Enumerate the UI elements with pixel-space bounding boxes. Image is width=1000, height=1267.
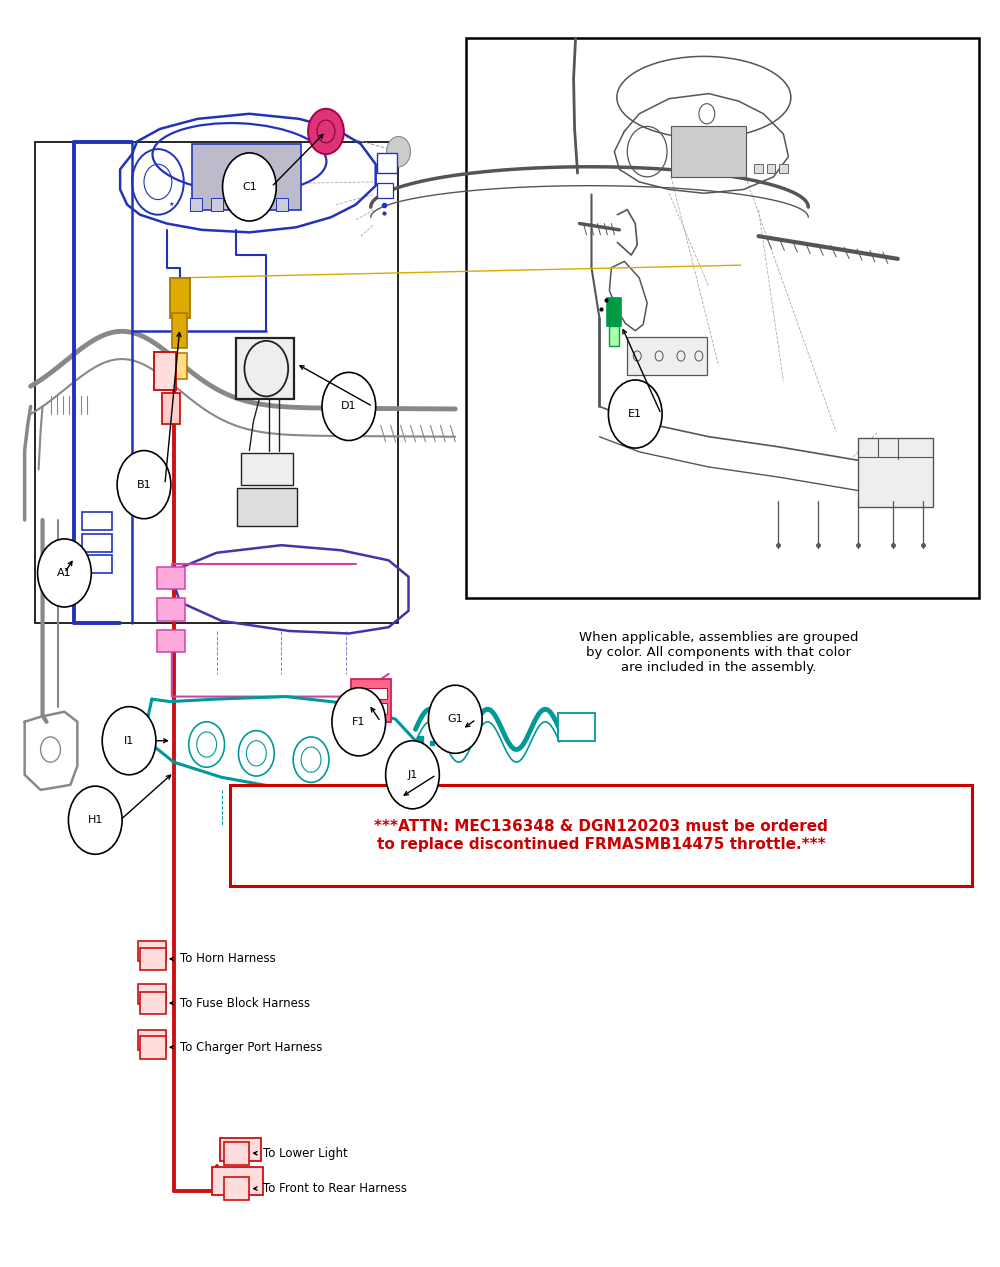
FancyBboxPatch shape — [858, 438, 933, 507]
Text: B1: B1 — [137, 480, 151, 489]
FancyBboxPatch shape — [607, 298, 621, 326]
Text: G1: G1 — [447, 715, 463, 725]
FancyBboxPatch shape — [157, 566, 185, 589]
Circle shape — [322, 372, 376, 441]
FancyBboxPatch shape — [230, 784, 972, 886]
FancyBboxPatch shape — [609, 326, 619, 346]
FancyBboxPatch shape — [211, 199, 223, 210]
Circle shape — [223, 153, 276, 220]
FancyBboxPatch shape — [140, 1036, 166, 1059]
FancyBboxPatch shape — [82, 512, 112, 530]
FancyBboxPatch shape — [241, 454, 293, 485]
Text: To Lower Light: To Lower Light — [263, 1147, 348, 1159]
FancyBboxPatch shape — [212, 1167, 263, 1195]
Circle shape — [117, 451, 171, 518]
Circle shape — [38, 538, 91, 607]
FancyBboxPatch shape — [157, 630, 185, 653]
Text: To Horn Harness: To Horn Harness — [180, 953, 276, 965]
FancyBboxPatch shape — [162, 393, 180, 424]
Circle shape — [387, 137, 411, 167]
FancyBboxPatch shape — [627, 337, 707, 375]
FancyBboxPatch shape — [172, 313, 187, 348]
FancyBboxPatch shape — [558, 713, 595, 741]
Circle shape — [68, 786, 122, 854]
FancyBboxPatch shape — [377, 153, 397, 174]
FancyBboxPatch shape — [220, 1138, 261, 1161]
FancyBboxPatch shape — [174, 353, 187, 379]
Text: H1: H1 — [88, 815, 103, 825]
Text: F1: F1 — [352, 717, 365, 727]
FancyBboxPatch shape — [276, 199, 288, 210]
Text: E1: E1 — [628, 409, 642, 419]
FancyBboxPatch shape — [140, 948, 166, 971]
FancyBboxPatch shape — [254, 199, 266, 210]
FancyBboxPatch shape — [138, 1030, 166, 1050]
FancyBboxPatch shape — [138, 941, 166, 962]
Text: D1: D1 — [341, 402, 357, 412]
FancyBboxPatch shape — [237, 489, 297, 526]
FancyBboxPatch shape — [236, 338, 294, 399]
Text: ★: ★ — [169, 203, 175, 207]
Text: A1: A1 — [57, 568, 72, 578]
FancyBboxPatch shape — [170, 277, 190, 318]
Text: To Charger Port Harness: To Charger Port Harness — [180, 1040, 322, 1054]
Circle shape — [41, 737, 60, 763]
FancyBboxPatch shape — [82, 555, 112, 573]
Circle shape — [308, 109, 344, 155]
FancyBboxPatch shape — [190, 199, 202, 210]
FancyBboxPatch shape — [466, 38, 979, 598]
FancyBboxPatch shape — [357, 688, 387, 699]
FancyBboxPatch shape — [224, 1177, 249, 1200]
Circle shape — [332, 688, 386, 756]
Text: To Fuse Block Harness: To Fuse Block Harness — [180, 997, 310, 1010]
FancyBboxPatch shape — [767, 165, 775, 174]
FancyBboxPatch shape — [157, 598, 185, 621]
FancyBboxPatch shape — [377, 184, 393, 199]
Circle shape — [428, 685, 482, 754]
Circle shape — [102, 707, 156, 775]
Text: When applicable, assemblies are grouped
by color. All components with that color: When applicable, assemblies are grouped … — [579, 631, 859, 674]
FancyBboxPatch shape — [671, 127, 746, 177]
FancyBboxPatch shape — [754, 165, 763, 174]
FancyBboxPatch shape — [138, 984, 166, 1005]
FancyBboxPatch shape — [351, 679, 391, 722]
FancyBboxPatch shape — [232, 199, 244, 210]
FancyBboxPatch shape — [779, 165, 788, 174]
Circle shape — [386, 741, 439, 808]
FancyBboxPatch shape — [154, 352, 176, 390]
Circle shape — [608, 380, 662, 449]
Text: J1: J1 — [407, 770, 418, 779]
Text: To Front to Rear Harness: To Front to Rear Harness — [263, 1182, 407, 1195]
FancyBboxPatch shape — [224, 1142, 249, 1164]
Text: ***ATTN: MEC136348 & DGN120203 must be ordered
to replace discontinued FRMASMB14: ***ATTN: MEC136348 & DGN120203 must be o… — [374, 820, 828, 851]
FancyBboxPatch shape — [82, 533, 112, 551]
FancyBboxPatch shape — [192, 144, 301, 209]
Text: I1: I1 — [124, 736, 134, 746]
Text: C1: C1 — [242, 182, 257, 191]
FancyBboxPatch shape — [357, 703, 387, 715]
FancyBboxPatch shape — [140, 992, 166, 1015]
